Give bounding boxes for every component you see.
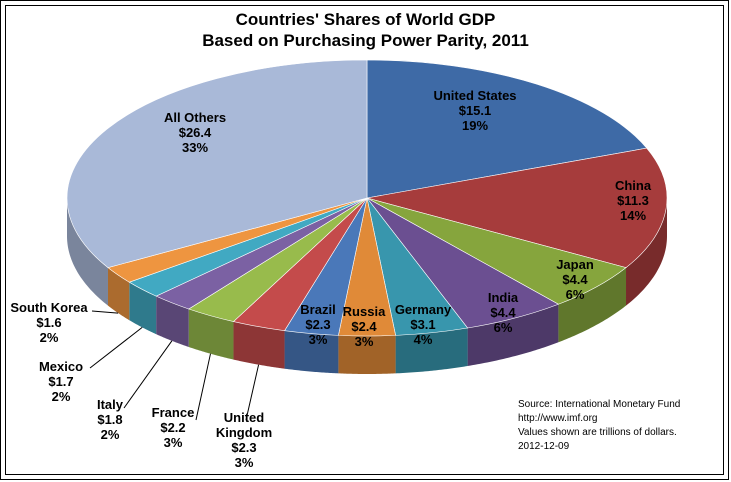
leader-line-france — [195, 353, 211, 421]
source-note: Source: International Monetary Fund http… — [518, 398, 680, 454]
slice-side-india — [467, 304, 559, 367]
chart-title: Countries' Shares of World GDP — [235, 10, 496, 29]
chart-subtitle: Based on Purchasing Power Parity, 2011 — [202, 31, 529, 50]
label-china: China $11.3 14% — [614, 178, 652, 223]
label-mexico: Mexico $1.7 2% — [38, 359, 84, 404]
label-india: India $4.4 6% — [487, 290, 519, 335]
source-line: Source: International Monetary Fund — [518, 399, 681, 410]
label-united-kingdom: United Kingdom $2.3 3% — [215, 410, 273, 470]
slice-united-states — [366, 59, 648, 199]
label-russia: Russia $2.4 3% — [342, 304, 386, 349]
leader-line-south-korea — [91, 310, 119, 314]
label-south-korea: South Korea $1.6 2% — [10, 300, 88, 345]
label-france: France $2.2 3% — [151, 405, 195, 450]
label-brazil: Brazil $2.3 3% — [300, 302, 336, 347]
slice-side-france — [188, 309, 234, 360]
source-units-note: Values shown are trillions of dollars. — [518, 427, 677, 438]
slice-side-all-others — [67, 198, 108, 306]
slice-side-china — [626, 198, 667, 306]
slice-side-germany — [395, 328, 468, 374]
slice-side-russia — [338, 335, 396, 374]
leader-line-italy — [123, 340, 173, 409]
source-url: http://www.imf.org — [518, 413, 598, 424]
slice-side-united-kingdom — [233, 321, 285, 369]
label-japan: Japan $4.4 6% — [556, 257, 594, 302]
slice-china — [366, 147, 668, 268]
slice-side-brazil — [284, 330, 339, 374]
leader-line-mexico — [89, 327, 143, 369]
slice-side-italy — [156, 296, 189, 347]
label-united-states: United States $15.1 19% — [433, 88, 517, 133]
slice-side-south-korea — [107, 267, 130, 321]
label-all-others: All Others $26.4 33% — [163, 110, 227, 155]
inner-frame — [5, 5, 724, 475]
label-italy: Italy $1.8 2% — [96, 397, 123, 442]
slice-all-others — [66, 59, 368, 268]
source-date: 2012-12-09 — [518, 441, 570, 452]
slice-side-mexico — [129, 282, 157, 335]
leader-line-united-kingdom — [245, 364, 260, 421]
label-germany: Germany $3.1 4% — [394, 302, 452, 347]
slice-side-japan — [558, 267, 627, 343]
